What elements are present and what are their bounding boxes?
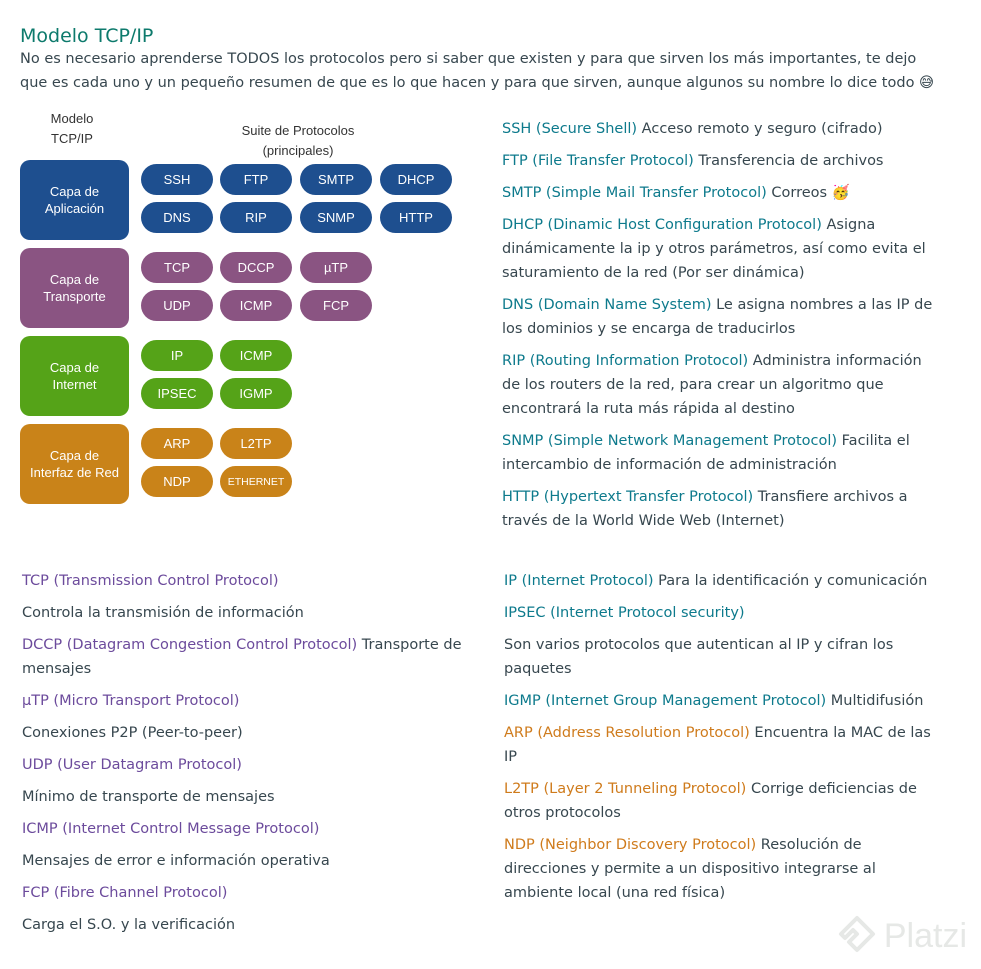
protocol-pill: DHCP [380,164,452,195]
protocol-term: FCP (Fibre Channel Protocol) [22,885,228,901]
diagram-header-suite: Suite de Protocolos (principales) [241,123,355,158]
protocol-term: IPSEC (Internet Protocol security) [504,605,745,621]
protocol-description: Para la identificación y comunicación [653,573,928,589]
protocol-term: UDP (User Datagram Protocol) [22,757,242,773]
protocol-entry: SMTP (Simple Mail Transfer Protocol) Cor… [502,181,942,205]
protocol-term: ARP (Address Resolution Protocol) [504,725,750,741]
protocol-pill: SMTP [300,164,372,195]
protocol-term: SNMP (Simple Network Management Protocol… [502,433,838,449]
protocol-entry: ARP (Address Resolution Protocol) Encuen… [504,721,944,769]
protocol-entry: RIP (Routing Information Protocol) Admin… [502,349,942,421]
protocol-description: Correos 🥳 [766,185,850,201]
protocol-term: L2TP (Layer 2 Tunneling Protocol) [504,781,747,797]
protocol-entry: NDP (Neighbor Discovery Protocol) Resolu… [504,833,944,905]
protocol-entry: ICMP (Internet Control Message Protocol)… [22,817,462,873]
protocol-description: Transfiere archivos a través de la World… [502,489,908,529]
protocol-term: IP (Internet Protocol) [504,573,654,589]
layer-box: Capa de Internet [20,336,129,416]
protocol-description: Carga el S.O. y la verificación [22,917,236,933]
protocol-description: Acceso remoto y seguro (cifrado) [637,121,883,137]
protocol-term: µTP (Micro Transport Protocol) [22,693,240,709]
protocol-entry: IGMP (Internet Group Management Protocol… [504,689,944,713]
protocol-pill: ETHERNET [220,466,292,497]
protocol-description: Facilita el intercambio de información d… [502,433,910,473]
protocol-term: NDP (Neighbor Discovery Protocol) [504,837,757,853]
layer-box: Capa de Interfaz de Red [20,424,129,504]
transport-protocol-list: TCP (Transmission Control Protocol) Contr… [22,569,462,945]
protocol-entry: UDP (User Datagram Protocol) Mínimo de tr… [22,753,462,809]
protocol-pill: DCCP [220,252,292,283]
protocol-pill: µTP [300,252,372,283]
protocol-pill: FCP [300,290,372,321]
protocol-term: FTP (File Transfer Protocol) [502,153,694,169]
protocol-description: Mínimo de transporte de mensajes [22,789,275,805]
protocol-pill: ARP [141,428,213,459]
protocol-description: Le asigna nombres a las IP de los domini… [502,297,933,337]
protocol-entry: FTP (File Transfer Protocol) Transferenc… [502,149,942,173]
protocol-pill: IPSEC [141,378,213,409]
protocol-pill: UDP [141,290,213,321]
protocol-entry: HTTP (Hypertext Transfer Protocol) Trans… [502,485,942,533]
protocol-entry: DCCP (Datagram Congestion Control Protoc… [22,633,462,681]
protocol-term: IGMP (Internet Group Management Protocol… [504,693,827,709]
protocol-term: DNS (Domain Name System) [502,297,712,313]
protocol-entry: IPSEC (Internet Protocol security) Son va… [504,601,944,681]
page-title: Modelo TCP/IP [20,24,154,47]
protocol-term: HTTP (Hypertext Transfer Protocol) [502,489,754,505]
protocol-term: SMTP (Simple Mail Transfer Protocol) [502,185,767,201]
watermark-text: Platzi [883,916,967,955]
protocol-pill: L2TP [220,428,292,459]
protocol-entry: FCP (Fibre Channel Protocol) Carga el S.O… [22,881,462,937]
diagram-header-model: Modelo TCP/IP [50,111,94,146]
protocol-pill: NDP [141,466,213,497]
protocol-description: Encuentra la MAC de las IP [504,725,931,765]
protocol-term: ICMP (Internet Control Message Protocol) [22,821,320,837]
protocol-description: Asigna dinámicamente la ip y otros parám… [502,217,926,281]
protocol-description: Resolución de direcciones y permite a un… [504,837,876,901]
protocol-pill: IGMP [220,378,292,409]
protocol-entry: DHCP (Dinamic Host Configuration Protoco… [502,213,942,285]
protocol-description: Controla la transmisión de información [22,605,304,621]
intro-paragraph: No es necesario aprenderse TODOS los pro… [20,51,935,91]
protocol-description: Transporte de mensajes [22,637,462,677]
tcp-ip-diagram: Modelo TCP/IP Suite de Protocolos (princ… [18,105,458,510]
protocol-description: Corrige deficiencias de otros protocolos [504,781,917,821]
protocol-pill: ICMP [220,340,292,371]
protocol-entry: µTP (Micro Transport Protocol) Conexiones… [22,689,462,745]
layer-box: Capa de Transporte [20,248,129,328]
protocol-term: SSH (Secure Shell) [502,121,638,137]
protocol-description: Administra información de los routers de… [502,353,922,417]
protocol-entry: TCP (Transmission Control Protocol) Contr… [22,569,462,625]
protocol-description: Multidifusión [826,693,924,709]
protocol-term: DCCP (Datagram Congestion Control Protoc… [22,637,358,653]
protocol-pill: TCP [141,252,213,283]
application-protocol-list: SSH (Secure Shell) Acceso remoto y segur… [502,117,942,541]
protocol-pill: IP [141,340,213,371]
platzi-logo-icon [838,916,875,952]
layer-box: Capa de Aplicación [20,160,129,240]
protocol-entry: SSH (Secure Shell) Acceso remoto y segur… [502,117,942,141]
protocol-term: TCP (Transmission Control Protocol) [22,573,279,589]
protocol-pill: DNS [141,202,213,233]
protocol-pill: SNMP [300,202,372,233]
protocol-term: RIP (Routing Information Protocol) [502,353,749,369]
protocol-pill: HTTP [380,202,452,233]
protocol-pill: SSH [141,164,213,195]
protocol-term: DHCP (Dinamic Host Configuration Protoco… [502,217,822,233]
protocol-description: Son varios protocolos que autentican al … [504,637,894,677]
protocol-pill: RIP [220,202,292,233]
protocol-pill: ICMP [220,290,292,321]
protocol-entry: IP (Internet Protocol) Para la identific… [504,569,944,593]
platzi-watermark: Platzi [836,915,967,957]
protocol-description: Conexiones P2P (Peer-to-peer) [22,725,243,741]
protocol-entry: L2TP (Layer 2 Tunneling Protocol) Corrig… [504,777,944,825]
protocol-entry: SNMP (Simple Network Management Protocol… [502,429,942,477]
protocol-description: Mensajes de error e información operativ… [22,853,330,869]
protocol-description: Transferencia de archivos [693,153,884,169]
internet-protocol-list: IP (Internet Protocol) Para la identific… [504,569,944,913]
protocol-pill: FTP [220,164,292,195]
protocol-entry: DNS (Domain Name System) Le asigna nombr… [502,293,942,341]
